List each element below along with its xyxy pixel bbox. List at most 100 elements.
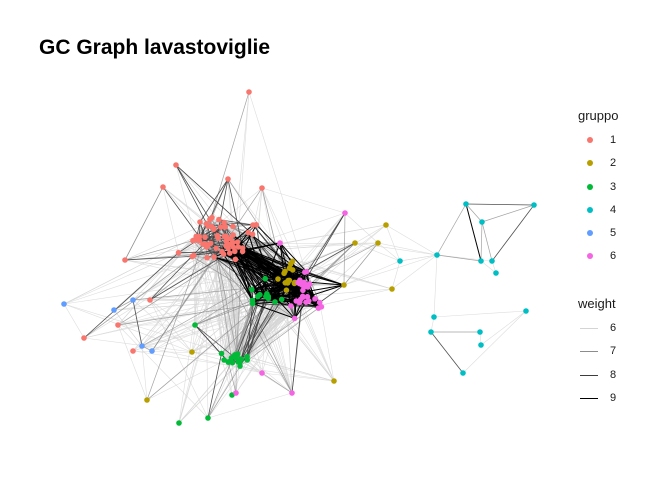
graph-edge (259, 294, 293, 394)
group-legend-title: gruppo (578, 108, 619, 123)
graph-edge (239, 307, 319, 367)
graph-node-group-3 (249, 286, 255, 293)
graph-node-group-1 (213, 245, 219, 252)
graph-node-group-6 (259, 370, 265, 376)
graph-node-group-4 (478, 258, 484, 264)
graph-node-group-6 (312, 296, 318, 302)
graph-edge (307, 242, 356, 288)
group-legend-item: 3 (578, 176, 618, 199)
graph-edge (343, 242, 379, 286)
graph-edge (113, 187, 263, 311)
graph-node-group-1 (207, 216, 213, 223)
graph-node-group-1 (160, 184, 166, 190)
graph-edge (227, 178, 291, 265)
graph-node-group-2 (282, 268, 288, 275)
graph-node-group-1 (230, 223, 236, 230)
weight-legend-item: 8 (578, 364, 616, 387)
weight-legend-key (578, 387, 600, 410)
graph-edge (264, 278, 301, 300)
graph-edge (248, 91, 310, 284)
graph-node-group-6 (291, 315, 298, 322)
graph-node-group-6 (299, 293, 306, 300)
weight-legend-title: weight (578, 296, 616, 311)
graph-node-group-3 (278, 296, 285, 303)
group-legend-key (578, 176, 600, 199)
graph-edge (132, 350, 222, 354)
graph-edge (117, 296, 304, 326)
graph-edge (124, 186, 164, 261)
graph-edge (199, 178, 229, 223)
graph-edge (391, 260, 401, 290)
graph-node-group-1 (239, 245, 246, 251)
graph-edge (304, 271, 345, 286)
group-legend-swatch (587, 160, 593, 167)
group-legend-key (578, 129, 600, 152)
graph-node-group-1 (211, 254, 217, 260)
graph-edge (259, 242, 281, 295)
graph-node-group-1 (226, 250, 233, 256)
graph-edge (465, 203, 482, 262)
graph-node-group-2 (352, 240, 358, 246)
graph-edge (141, 345, 148, 401)
graph-edge (240, 302, 320, 360)
graph-node-group-5 (61, 301, 67, 307)
nodes-layer (61, 89, 537, 426)
graph-node-group-2 (375, 240, 381, 246)
graph-edge (227, 178, 234, 227)
graph-edge (175, 164, 209, 227)
graph-edge (294, 300, 297, 319)
graph-node-group-6 (316, 299, 323, 306)
group-legend-key (578, 245, 600, 268)
graph-node-group-1 (211, 226, 217, 232)
graph-node-group-5 (149, 348, 155, 354)
graph-node-group-1 (250, 222, 256, 228)
group-legend-swatch (587, 137, 593, 143)
graph-edge (480, 310, 527, 346)
graph-edge (149, 299, 209, 419)
group-legend-item: 5 (578, 222, 618, 245)
graph-node-group-6 (277, 240, 283, 246)
graph-edge (178, 248, 229, 424)
graph-edge (178, 251, 223, 254)
graph-node-group-1 (147, 297, 153, 303)
graph-edge (207, 353, 222, 419)
graph-edge (117, 324, 148, 401)
graph-edge (309, 224, 387, 285)
graph-node-group-2 (341, 282, 347, 288)
weight-legend-label: 6 (610, 322, 617, 334)
graph-edge (209, 178, 229, 220)
graph-edge (299, 302, 335, 382)
graph-edge (83, 252, 179, 339)
graph-edge (234, 318, 295, 356)
weight-legend-item: 7 (578, 340, 616, 363)
weight-legend-label: 9 (610, 391, 617, 404)
graph-edge (377, 242, 401, 262)
graph-node-group-1 (235, 244, 242, 250)
graph-node-group-3 (249, 297, 256, 304)
graph-node-group-4 (460, 370, 466, 376)
graph-edge (207, 392, 293, 419)
graph-edge (462, 310, 527, 374)
group-legend-entries: 1 2 3 4 5 6 (578, 129, 618, 269)
graph-edge (141, 345, 263, 374)
weight-legend-line (580, 328, 598, 329)
graph-edge (63, 236, 197, 305)
graph-edge (302, 288, 393, 297)
graph-node-group-5 (139, 343, 145, 349)
graph-edge (246, 356, 293, 394)
graph-node-group-6 (301, 279, 307, 286)
graph-node-group-3 (221, 357, 227, 363)
group-legend-label: 3 (610, 180, 617, 193)
graph-edge (132, 299, 193, 353)
chart-title: GC Graph lavastoviglie (39, 36, 271, 59)
graph-node-group-6 (318, 304, 325, 310)
graph-node-group-3 (272, 299, 278, 305)
group-legend-swatch (587, 183, 593, 190)
graph-node-group-3 (234, 351, 241, 357)
group-legend-item: 4 (578, 199, 618, 222)
group-legend: gruppo 1 2 3 4 5 6 (578, 108, 618, 269)
graph-node-group-6 (342, 210, 348, 216)
weight-legend-key (578, 364, 600, 387)
graph-edge (319, 302, 335, 382)
graph-edge (204, 236, 293, 394)
